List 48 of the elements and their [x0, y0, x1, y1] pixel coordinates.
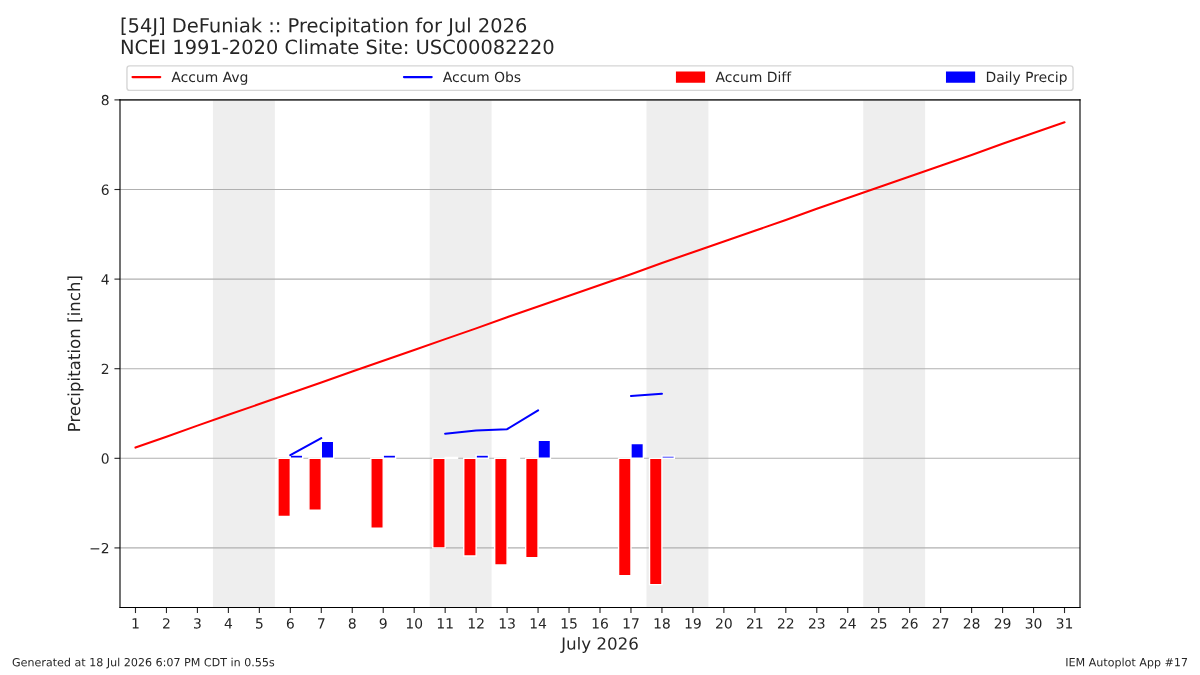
chart-title: [54J] DeFuniak :: Precipitation for Jul 2026	[121, 17, 527, 37]
x-tick-label: 17	[623, 618, 639, 629]
x-tick-label: 27	[932, 618, 949, 629]
x-tick-label: 16	[592, 618, 608, 629]
x-tick-label: 1	[132, 618, 139, 629]
x-axis-title: July 2026	[560, 636, 638, 654]
y-tick-label: 6	[101, 184, 109, 195]
x-tick-label: 3	[194, 618, 201, 629]
x-tick-label: 14	[530, 618, 547, 629]
y-tick-label: −2	[90, 542, 109, 554]
y-tick-label: 4	[101, 274, 109, 285]
x-tick-label: 19	[685, 618, 701, 629]
x-tick-label: 12	[468, 618, 484, 629]
x-tick-label: 7	[318, 618, 325, 629]
x-tick-label: 24	[839, 618, 856, 629]
x-tick-label: 25	[870, 618, 887, 629]
y-tick-label: 8	[101, 94, 109, 106]
x-tick-label: 5	[256, 618, 263, 629]
x-tick-label: 10	[406, 618, 423, 629]
x-tick-label: 2	[163, 618, 170, 629]
x-tick-label: 30	[1025, 618, 1042, 629]
legend-label: Accum Avg	[171, 71, 248, 85]
x-tick-label: 4	[224, 618, 233, 629]
y-axis-title: Precipitation [inch]	[67, 276, 84, 431]
x-tick-label: 21	[747, 618, 763, 629]
x-tick-label: 23	[808, 618, 825, 629]
legend-label: Accum Diff	[715, 71, 792, 83]
x-tick-label: 28	[963, 618, 980, 629]
x-tick-label: 29	[994, 618, 1011, 629]
x-tick-label: 31	[1056, 618, 1073, 629]
chart-subtitle: NCEI 1991-2020 Climate Site: USC00082220	[121, 39, 554, 55]
x-tick-label: 13	[499, 618, 515, 629]
x-tick-label: 18	[654, 618, 670, 629]
x-tick-label: 15	[561, 618, 577, 629]
y-tick-label: 2	[101, 363, 109, 374]
legend-label: Accum Obs	[442, 71, 521, 83]
text: Generated at 18 Jul 2026 6:07 PM CDT in 0.55s	[12, 657, 275, 669]
x-tick-label: 8	[348, 618, 356, 629]
x-tick-label: 9	[379, 618, 387, 629]
legend-label: Daily Precip	[986, 71, 1067, 85]
x-tick-label: 6	[286, 618, 294, 629]
x-tick-label: 22	[777, 618, 794, 629]
x-tick-label: 11	[437, 618, 453, 629]
x-tick-label: 20	[716, 618, 732, 629]
x-tick-label: 26	[901, 618, 918, 629]
text: IEM Autoplot App #17	[1066, 657, 1188, 669]
line-series	[134, 121, 1066, 449]
y-tick-label: 0	[101, 453, 109, 464]
